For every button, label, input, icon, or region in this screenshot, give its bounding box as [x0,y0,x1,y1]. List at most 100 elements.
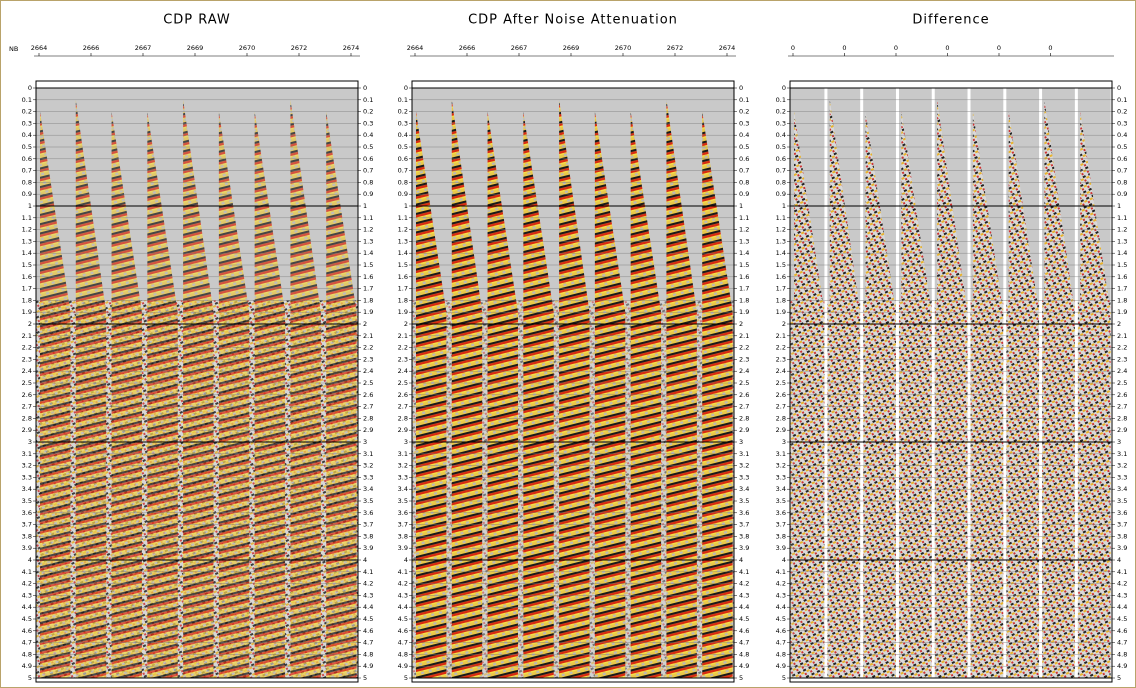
time-label: 0.2 [739,108,749,116]
time-label: 3.4 [363,485,373,493]
time-label: 3.8 [1117,532,1127,540]
time-label: 3 [363,438,367,446]
time-label: 4.7 [776,639,786,647]
gather [183,99,214,679]
cdp-label: 2674 [343,44,360,52]
time-label: 5 [782,674,786,682]
time-label: 0.4 [776,131,786,139]
time-label: 3.8 [776,532,786,540]
time-label: 2.8 [398,414,408,422]
time-label: 0.7 [398,167,408,175]
time-label: 1.1 [1117,214,1127,222]
time-label: 0.3 [22,119,32,127]
time-label: 0.4 [363,131,373,139]
time-label: 3.8 [739,532,749,540]
time-label: 2.4 [22,367,32,375]
gather [829,99,861,679]
time-label: 4.7 [1117,639,1127,647]
time-label: 0.1 [22,96,32,104]
time-label: 0.7 [739,167,749,175]
time-label: 0.5 [398,143,408,151]
time-label: 1.3 [398,237,408,245]
time-label: 0.1 [1117,96,1127,104]
time-label: 0.3 [398,119,408,127]
time-label: 2.2 [1117,344,1127,352]
time-label: 1.6 [22,273,32,281]
cdp-label: 2670 [615,44,632,52]
time-label: 0.5 [776,143,786,151]
time-label: 2.4 [1117,367,1127,375]
time-label: 2.4 [398,367,408,375]
time-label: 4.6 [776,627,786,635]
time-label: 1.8 [398,296,408,304]
time-label: 1.1 [776,214,786,222]
time-label: 4.1 [363,568,373,576]
time-label: 1.5 [22,261,32,269]
cdp-label: 2664 [407,44,424,52]
time-label: 0.8 [363,178,373,186]
time-label: 0.7 [363,167,373,175]
time-label: 2 [28,320,32,328]
time-label: 3.4 [776,485,786,493]
time-label: 0.1 [363,96,373,104]
time-label: 2 [363,320,367,328]
time-label: 1 [1117,202,1121,210]
time-label: 1.4 [398,249,408,257]
gather [937,99,968,679]
time-label: 0.1 [776,96,786,104]
time-label: 3 [739,438,743,446]
time-label: 4 [782,556,786,564]
gather [290,99,321,679]
time-label: 2.4 [739,367,749,375]
time-label: 2.6 [739,391,749,399]
time-label: 0.5 [363,143,373,151]
time-label: 1.2 [739,226,749,234]
time-label: 2.2 [739,344,749,352]
time-label: 2.7 [739,403,749,411]
time-label: 5 [363,674,367,682]
time-label: 3.9 [1117,544,1127,552]
time-label: 4.5 [363,615,373,623]
cdp-label: 2669 [187,44,204,52]
time-label: 4.6 [22,627,32,635]
time-label: 2.8 [363,414,373,422]
time-label: 4.9 [22,662,32,670]
cdp-label: 0 [894,44,898,52]
cdp-label: 2664 [31,44,48,52]
gather [1044,99,1075,679]
time-label: 1.9 [363,308,373,316]
time-label: 4.5 [1117,615,1127,623]
time-label: 0.7 [776,167,786,175]
time-label: 3.5 [1117,497,1127,505]
cdp-label: 2674 [719,44,736,52]
time-label: 1.6 [776,273,786,281]
time-label: 1 [739,202,743,210]
time-label: 3.9 [363,544,373,552]
time-label: 1.9 [739,308,749,316]
time-label: 1.8 [1117,296,1127,304]
time-label: 4.3 [1117,591,1127,599]
time-label: 3.3 [776,473,786,481]
time-label: 3.4 [398,485,408,493]
time-label: 2.3 [398,355,408,363]
time-label: 3.3 [398,473,408,481]
time-label: 3.1 [1117,450,1127,458]
time-label: 3.3 [739,473,749,481]
time-label: 4.3 [363,591,373,599]
time-label: 1.8 [739,296,749,304]
time-label: 1.2 [363,226,373,234]
time-label: 3.5 [363,497,373,505]
time-label: 1.5 [398,261,408,269]
time-label: 2.9 [398,426,408,434]
time-label: 4.2 [776,580,786,588]
time-label: 0.9 [739,190,749,198]
time-label: 4.7 [22,639,32,647]
time-label: 3.1 [22,450,32,458]
nb-label: NB [9,45,18,53]
time-label: 0.2 [776,108,786,116]
time-label: 4.5 [22,615,32,623]
time-label: 5 [28,674,32,682]
time-label: 4.4 [739,603,749,611]
time-label: 2.5 [1117,379,1127,387]
